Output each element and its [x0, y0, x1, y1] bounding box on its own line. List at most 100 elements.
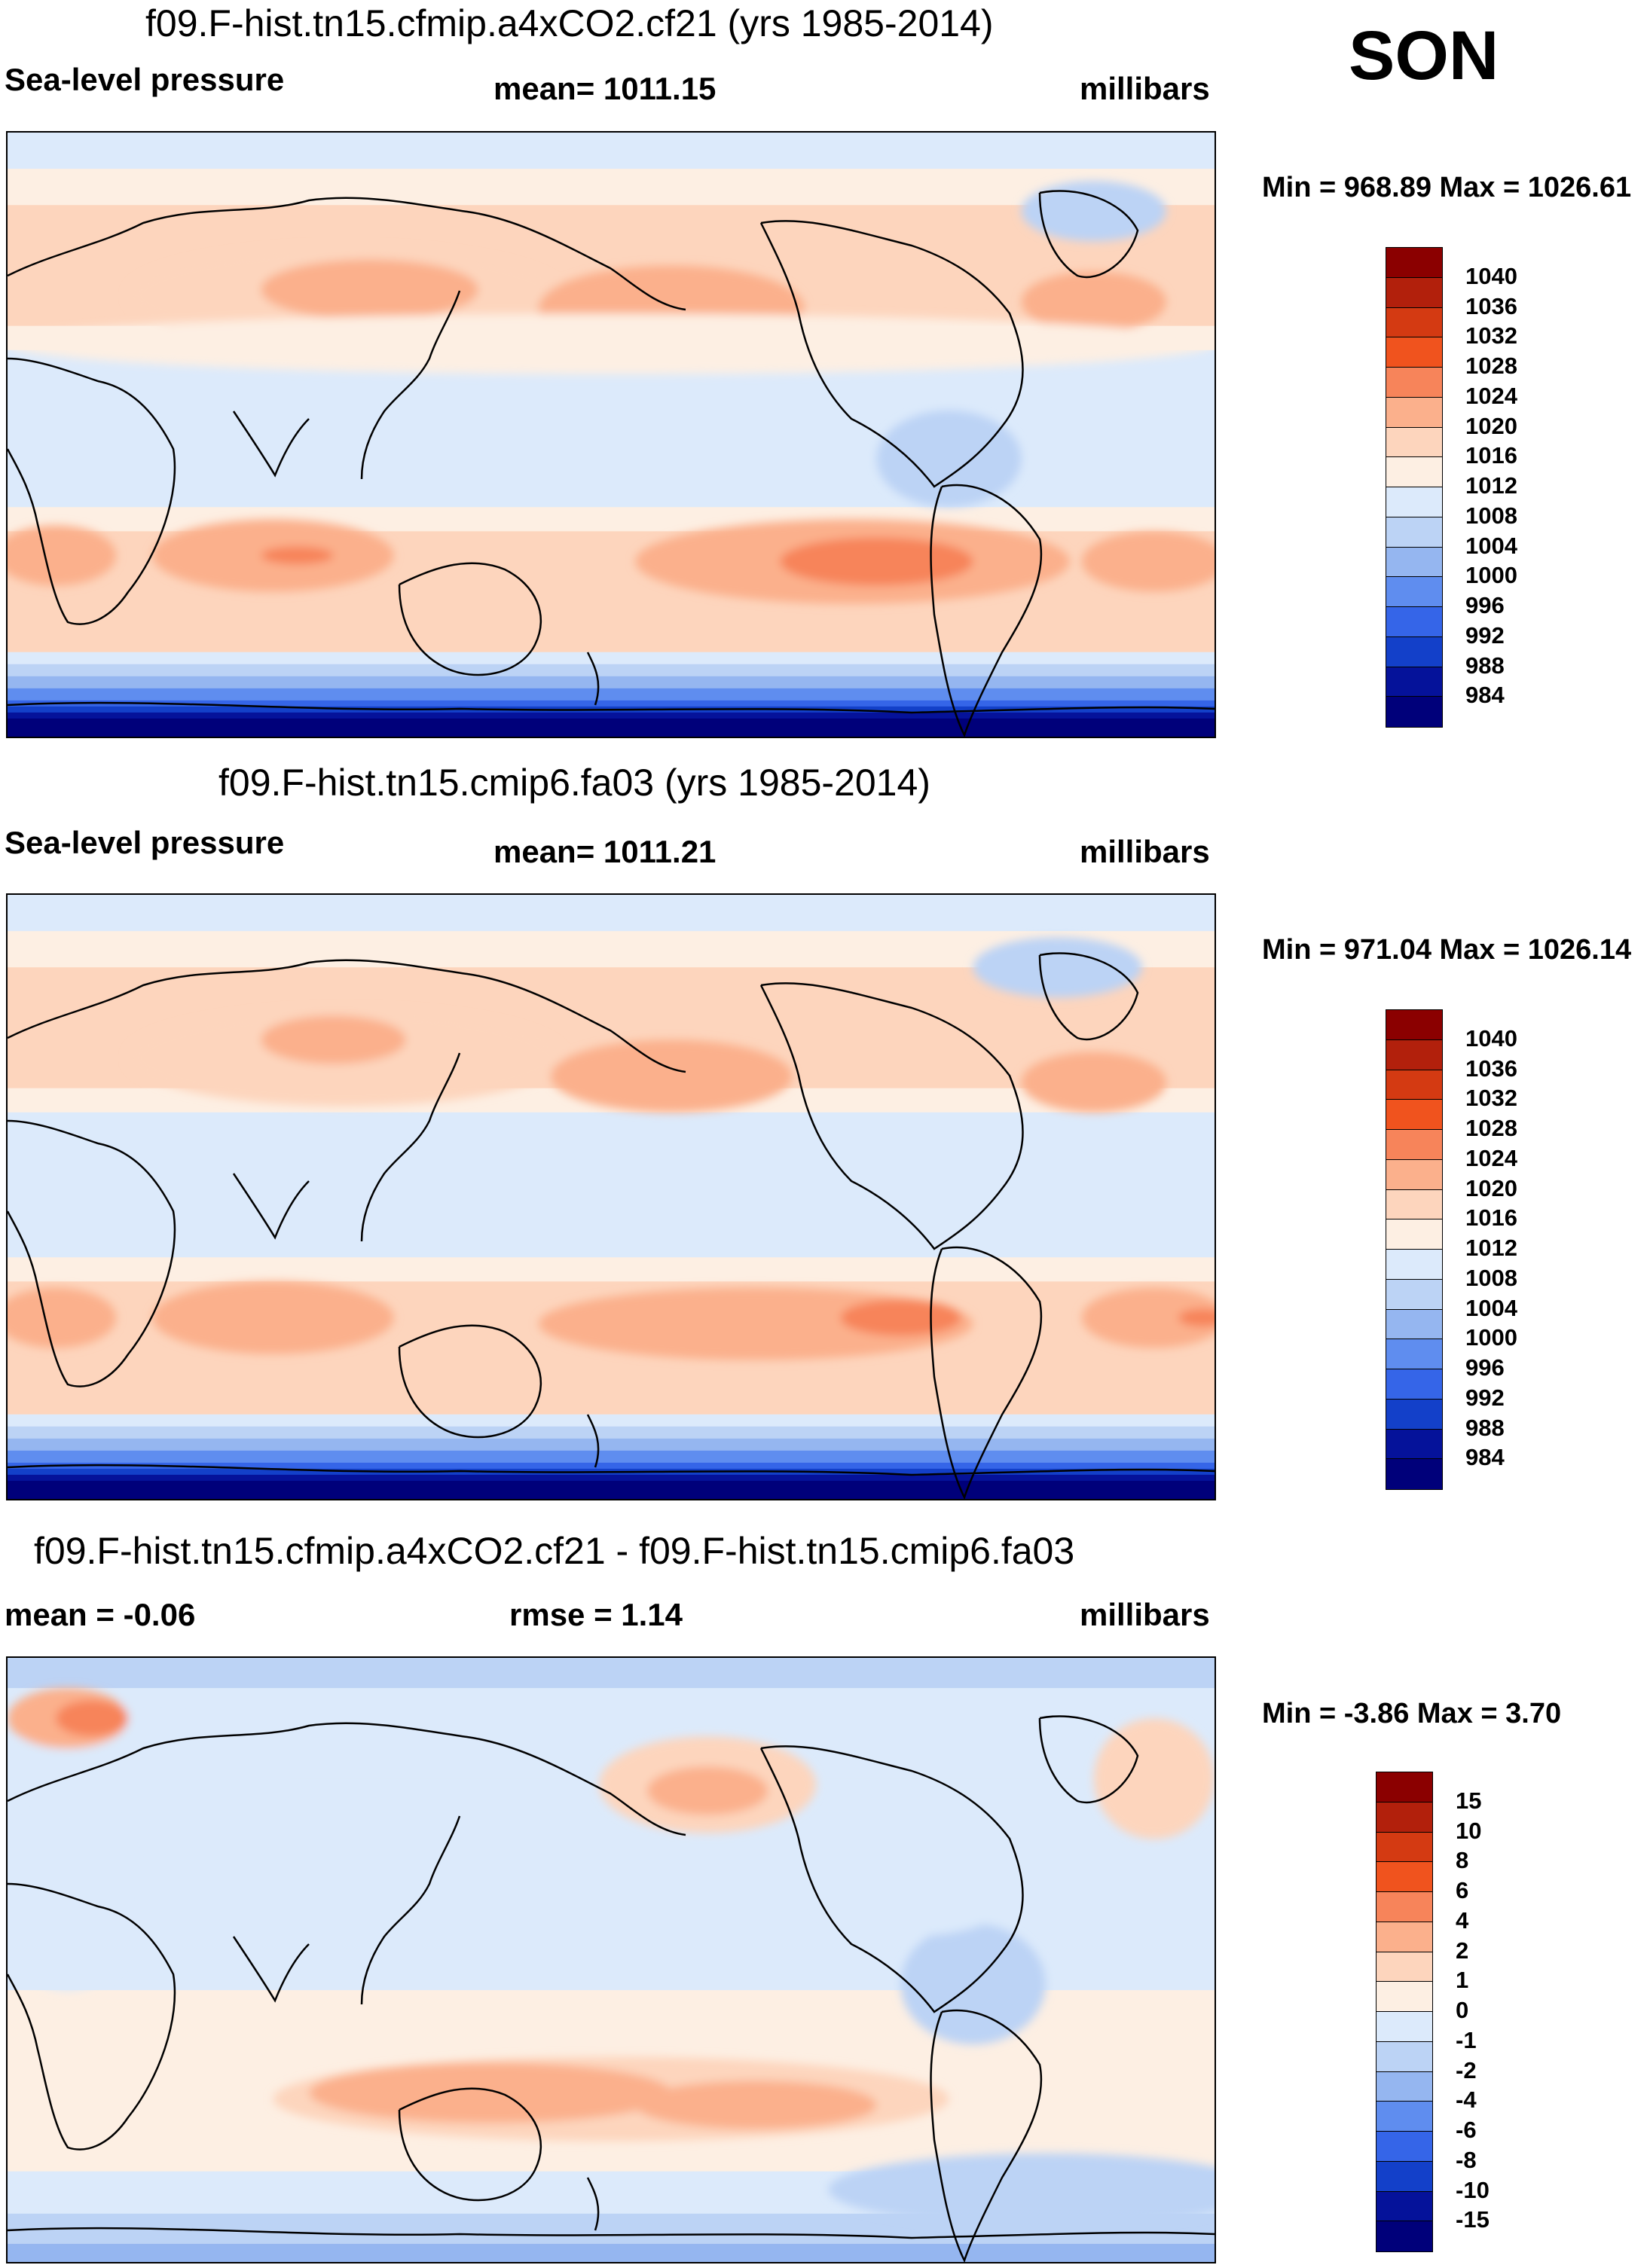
colorbar-tick-label: 988	[1465, 652, 1505, 679]
colorbar-tick-label: 1028	[1465, 353, 1517, 379]
colorbar-swatch	[1386, 247, 1443, 279]
panel-1-title: f09.F-hist.tn15.cfmip.a4xCO2.cf21 (yrs 1…	[145, 2, 994, 44]
colorbar-tick-label: -4	[1456, 2086, 1477, 2114]
panel-1-mean-label: mean= 1011.15	[493, 71, 717, 106]
colorbar-swatch	[1386, 576, 1443, 608]
colorbar-tick-label: 996	[1465, 592, 1505, 618]
colorbar-tick-label: 1012	[1465, 472, 1517, 499]
colorbar-tick-label: 984	[1465, 682, 1505, 709]
colorbar-swatch	[1386, 516, 1443, 548]
colorbar-swatch	[1386, 1129, 1443, 1161]
colorbar-swatch	[1386, 666, 1443, 697]
colorbar-swatch	[1376, 2041, 1433, 2072]
colorbar-tick-label: 992	[1465, 621, 1505, 649]
colorbar-tick-label: 2	[1456, 1937, 1469, 1964]
colorbar-swatch	[1386, 1069, 1443, 1100]
colorbar-tick-label: 1012	[1465, 1235, 1517, 1261]
colorbar-tick-label: 1016	[1465, 1204, 1517, 1232]
coastlines	[8, 190, 1215, 737]
panel-1-units-label: millibars	[1080, 71, 1210, 106]
panel-3-rmse-label: rmse = 1.14	[509, 1597, 683, 1632]
colorbar-tick-label: 1020	[1465, 412, 1517, 439]
colorbar-tick-label: -1	[1456, 2026, 1477, 2053]
colorbar-swatch	[1386, 1158, 1443, 1190]
colorbar-tick-label: -15	[1456, 2206, 1490, 2233]
colorbar-swatch	[1386, 636, 1443, 667]
colorbar-swatch	[1386, 1189, 1443, 1220]
panel-2-mean-label: mean= 1011.21	[493, 834, 717, 869]
panel-2-map	[6, 893, 1216, 1500]
map-field	[8, 133, 1215, 737]
colorbar-swatch	[1386, 1009, 1443, 1041]
colorbar-tick-label: 988	[1465, 1414, 1505, 1441]
colorbar-swatch	[1386, 396, 1443, 428]
colorbar-swatch	[1386, 696, 1443, 728]
colorbar-tick-label: 1000	[1465, 562, 1517, 589]
colorbar-tick-label: 1032	[1465, 322, 1517, 350]
colorbar-tick-label: 8	[1456, 1847, 1469, 1874]
colorbar-tick-label: 6	[1456, 1877, 1469, 1903]
colorbar-tick-label: 15	[1456, 1787, 1482, 1814]
colorbar-swatch	[1386, 1099, 1443, 1131]
colorbar-swatch	[1386, 307, 1443, 338]
colorbar-swatch	[1386, 367, 1443, 398]
panel-3-mean-label: mean = -0.06	[5, 1597, 196, 1632]
panel-2-colorbar: 1040 1036 1032 1028 1024 1020 1016 1012 1008 1004…	[1386, 1009, 1536, 1490]
colorbar-swatch	[1386, 546, 1443, 578]
colorbar-tick-label: -8	[1456, 2146, 1477, 2173]
panel-1-minmax: Min = 968.89 Max = 1026.61	[1262, 172, 1632, 203]
coastlines	[8, 952, 1215, 1499]
pressure-cells	[8, 1688, 1215, 2226]
colorbar-swatch	[1376, 2071, 1433, 2102]
panel-3-colorbar: 15 10 8 6 4 2 1 0 -1 -2 -4 -6 -8 -10 -15	[1376, 1772, 1526, 2252]
colorbar-swatch	[1376, 1772, 1433, 1803]
colorbar-tick-label: 984	[1465, 1444, 1505, 1471]
colorbar-swatch	[1386, 456, 1443, 488]
colorbar-tick-label: -2	[1456, 2056, 1477, 2083]
colorbar-tick-label: 1028	[1465, 1115, 1517, 1141]
colorbar-swatch	[1376, 1981, 1433, 2013]
panel-3-map	[6, 1656, 1216, 2263]
panel-1-map	[6, 131, 1216, 738]
colorbar-swatch	[1376, 2221, 1433, 2252]
pressure-cells	[8, 937, 1215, 1360]
colorbar-tick-label: 1040	[1465, 1024, 1517, 1052]
colorbar-swatch	[1386, 1369, 1443, 1400]
colorbar-tick-label: 0	[1456, 1997, 1469, 2023]
colorbar-swatch	[1386, 1339, 1443, 1370]
colorbar-swatch	[1386, 337, 1443, 368]
colorbar-swatch	[1376, 2190, 1433, 2222]
colorbar-tick-label: 1032	[1465, 1085, 1517, 1112]
panel-3-units-label: millibars	[1080, 1597, 1210, 1632]
colorbar-tick-label: -10	[1456, 2176, 1490, 2203]
colorbar-swatch	[1376, 1921, 1433, 1952]
colorbar-tick-label: 1008	[1465, 502, 1517, 529]
panel-1-colorbar: 1040 1036 1032 1028 1024 1020 1016 1012 1008 1004…	[1386, 247, 1536, 728]
colorbar-swatch	[1376, 2160, 1433, 2192]
colorbar-swatch	[1386, 1219, 1443, 1250]
colorbar-tick-label: 1000	[1465, 1324, 1517, 1351]
colorbar-swatch	[1376, 1891, 1433, 1923]
colorbar-swatch	[1386, 1278, 1443, 1310]
colorbar-tick-label: 1036	[1465, 1055, 1517, 1082]
colorbar-tick-label: 1016	[1465, 442, 1517, 469]
season-label: SON	[1349, 17, 1499, 94]
colorbar-swatch	[1386, 1428, 1443, 1460]
colorbar-swatch	[1386, 1308, 1443, 1340]
panel-2-minmax: Min = 971.04 Max = 1026.14	[1262, 934, 1632, 966]
colorbar-swatch	[1386, 426, 1443, 458]
colorbar-tick-label: 4	[1456, 1906, 1469, 1934]
colorbar-tick-label: 992	[1465, 1384, 1505, 1411]
colorbar-swatch	[1376, 2011, 1433, 2043]
colorbar-swatch	[1386, 606, 1443, 638]
colorbar-tick-label: 1004	[1465, 1294, 1517, 1321]
colorbar-swatch	[1376, 2131, 1433, 2163]
panel-1-variable-label: Sea-level pressure	[5, 62, 285, 97]
coastlines	[8, 1715, 1215, 2262]
colorbar-swatch	[1386, 1398, 1443, 1430]
colorbar-swatch	[1386, 276, 1443, 308]
panel-2-title: f09.F-hist.tn15.cmip6.fa03 (yrs 1985-201…	[218, 762, 930, 804]
colorbar-tick-label: 1008	[1465, 1264, 1517, 1291]
colorbar-tick-label: 996	[1465, 1354, 1505, 1381]
map-field	[8, 1658, 1215, 2262]
